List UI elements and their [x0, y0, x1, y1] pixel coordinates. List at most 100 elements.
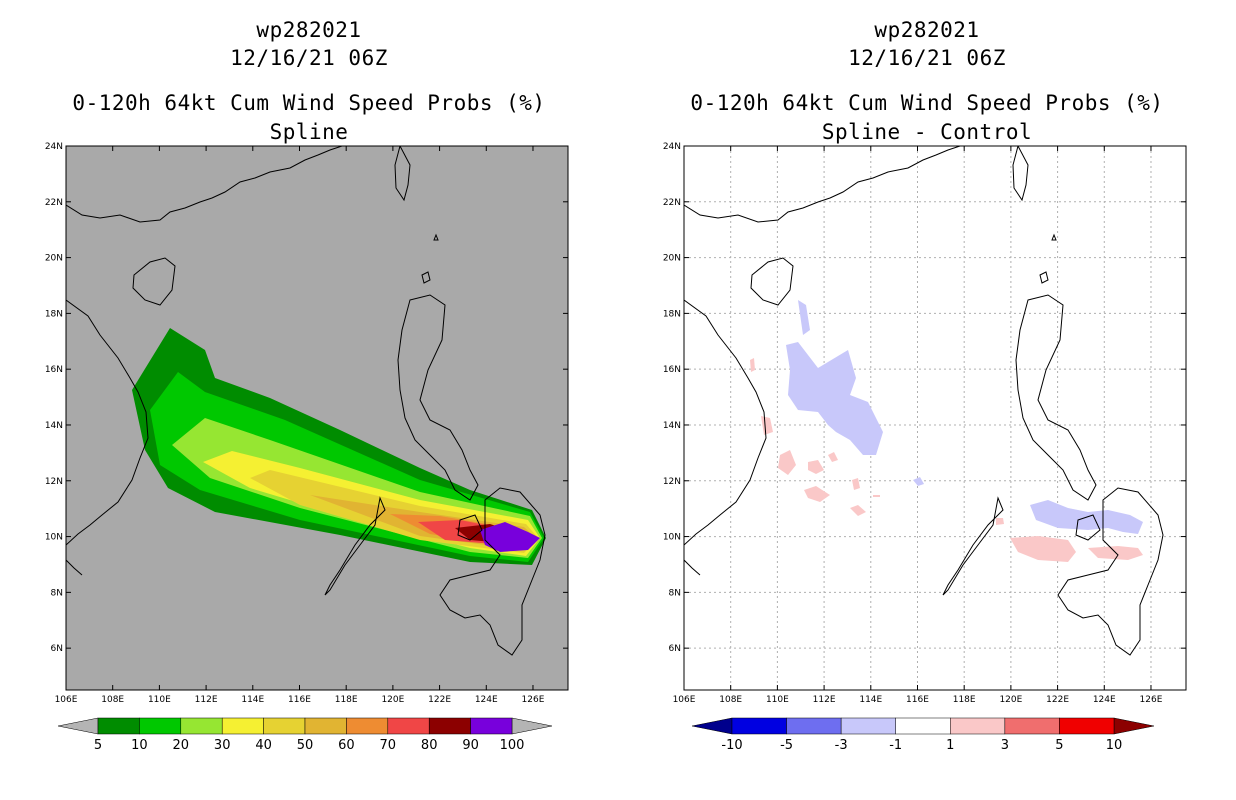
colorbar-under-triangle — [691, 717, 733, 735]
lat-tick-label: 22N — [663, 198, 681, 208]
colorbar-swatch — [1059, 717, 1115, 735]
colorbar-swatch — [786, 717, 842, 735]
lon-tick-label: 110E — [148, 695, 171, 705]
colorbar-label: 5 — [94, 738, 102, 753]
product-title: 0-120h 64kt Cum Wind Speed Probs (%) — [690, 91, 1164, 115]
colorbar-label: 30 — [214, 738, 231, 753]
gridlines — [684, 146, 1186, 690]
colorbar: -10 -5 -3 -1 1 3 5 10 — [691, 717, 1155, 753]
map-background — [684, 146, 1186, 690]
lon-tick-label: 116E — [288, 695, 311, 705]
colorbar-swatch — [221, 717, 264, 735]
lat-tick-label: 6N — [669, 644, 681, 654]
colorbar-under-triangle — [57, 717, 99, 735]
colorbar-label: -3 — [835, 738, 848, 753]
colorbar-label: 40 — [255, 738, 272, 753]
lat-tick-label: 12N — [45, 477, 63, 487]
lat-tick-label: 24N — [663, 142, 681, 152]
lat-tick-label: 16N — [663, 365, 681, 375]
lon-tick-label: 114E — [241, 695, 264, 705]
lat-tick-label: 16N — [45, 365, 63, 375]
colorbar-swatch — [731, 717, 787, 735]
colorbar-swatch — [950, 717, 1006, 735]
lat-tick-label: 14N — [45, 421, 63, 431]
lon-tick-label: 110E — [766, 695, 789, 705]
lat-tick-label: 6N — [51, 644, 63, 654]
lon-tick-label: 124E — [1093, 695, 1116, 705]
colorbar-label: 3 — [1001, 738, 1009, 753]
lon-tick-label: 106E — [55, 695, 78, 705]
colorbar-over-triangle — [1113, 717, 1155, 735]
lon-tick-label: 112E — [813, 695, 836, 705]
colorbar-label: 50 — [297, 738, 314, 753]
method-title: Spline — [269, 120, 349, 144]
colorbar-label: 80 — [421, 738, 438, 753]
colorbar-swatch — [180, 717, 223, 735]
colorbar-label: 90 — [462, 738, 479, 753]
colorbar-swatch — [428, 717, 471, 735]
colorbar-label: 100 — [500, 738, 525, 753]
storm-id-title: wp282021 — [874, 18, 980, 42]
lon-tick-label: 118E — [953, 695, 976, 705]
forecast-time-title: 12/16/21 06Z — [230, 46, 388, 70]
colorbar-swatch — [139, 717, 182, 735]
left-map-panel: wp282021 12/16/21 06Z 0-120h 64kt Cum Wi… — [45, 18, 569, 753]
colorbar-label: 20 — [173, 738, 190, 753]
colorbar-label: 5 — [1055, 738, 1063, 753]
axis-ticks: 106E 108E 110E 112E 114E 116E 118E 120E 122E 124E… — [45, 142, 568, 705]
lat-tick-label: 8N — [669, 588, 681, 598]
colorbar-swatch — [387, 717, 430, 735]
lon-tick-label: 122E — [1046, 695, 1069, 705]
colorbar-swatch — [840, 717, 896, 735]
colorbar-label: -5 — [780, 738, 793, 753]
lon-tick-label: 118E — [335, 695, 358, 705]
left-map: 106E 108E 110E 112E 114E 116E 118E 120E 122E 124E… — [45, 142, 569, 753]
colorbar-label: -10 — [721, 738, 742, 753]
right-map: 106E 108E 110E 112E 114E 116E 118E 120E 122E 124E… — [663, 142, 1187, 753]
lat-tick-label: 18N — [45, 309, 63, 319]
lon-tick-label: 126E — [522, 695, 545, 705]
colorbar-swatch — [97, 717, 140, 735]
right-map-panel: wp282021 12/16/21 06Z 0-120h 64kt Cum Wi… — [618, 0, 1236, 800]
product-title: 0-120h 64kt Cum Wind Speed Probs (%) — [72, 91, 546, 115]
colorbar-swatch — [304, 717, 347, 735]
lon-tick-label: 106E — [673, 695, 696, 705]
lon-tick-label: 108E — [101, 695, 124, 705]
colorbar-label: 1 — [946, 738, 954, 753]
colorbar-label: 60 — [338, 738, 355, 753]
colorbar-swatch — [263, 717, 306, 735]
lon-tick-label: 122E — [428, 695, 451, 705]
lon-tick-label: 116E — [906, 695, 929, 705]
lon-tick-label: 108E — [719, 695, 742, 705]
colorbar-swatch — [895, 717, 951, 735]
colorbar-swatch — [346, 717, 389, 735]
lat-tick-label: 20N — [45, 254, 63, 264]
coastlines — [684, 146, 1164, 656]
lon-tick-label: 124E — [475, 695, 498, 705]
lon-tick-label: 120E — [381, 695, 404, 705]
lon-tick-label: 126E — [1140, 695, 1163, 705]
colorbar-label: -1 — [889, 738, 902, 753]
lat-tick-label: 10N — [45, 533, 63, 543]
lat-tick-label: 8N — [51, 588, 63, 598]
colorbar-label: 70 — [380, 738, 397, 753]
difference-contours — [750, 300, 1143, 562]
colorbar-swatch — [470, 717, 513, 735]
coastlines — [66, 146, 546, 656]
probability-swath — [132, 328, 546, 565]
lon-tick-label: 112E — [195, 695, 218, 705]
colorbar-label: 10 — [131, 738, 148, 753]
colorbar: 5 10 20 30 40 50 60 70 80 90 100 — [57, 717, 553, 753]
lat-tick-label: 20N — [663, 254, 681, 264]
colorbar-label: 10 — [1106, 738, 1123, 753]
map-frame — [65, 145, 569, 691]
lat-tick-label: 14N — [663, 421, 681, 431]
lat-tick-label: 18N — [663, 309, 681, 319]
colorbar-over-triangle — [511, 717, 553, 735]
method-title: Spline - Control — [821, 120, 1033, 144]
lon-tick-label: 114E — [859, 695, 882, 705]
forecast-time-title: 12/16/21 06Z — [848, 46, 1006, 70]
lat-tick-label: 10N — [663, 533, 681, 543]
colorbar-swatch — [1004, 717, 1060, 735]
storm-id-title: wp282021 — [256, 18, 362, 42]
